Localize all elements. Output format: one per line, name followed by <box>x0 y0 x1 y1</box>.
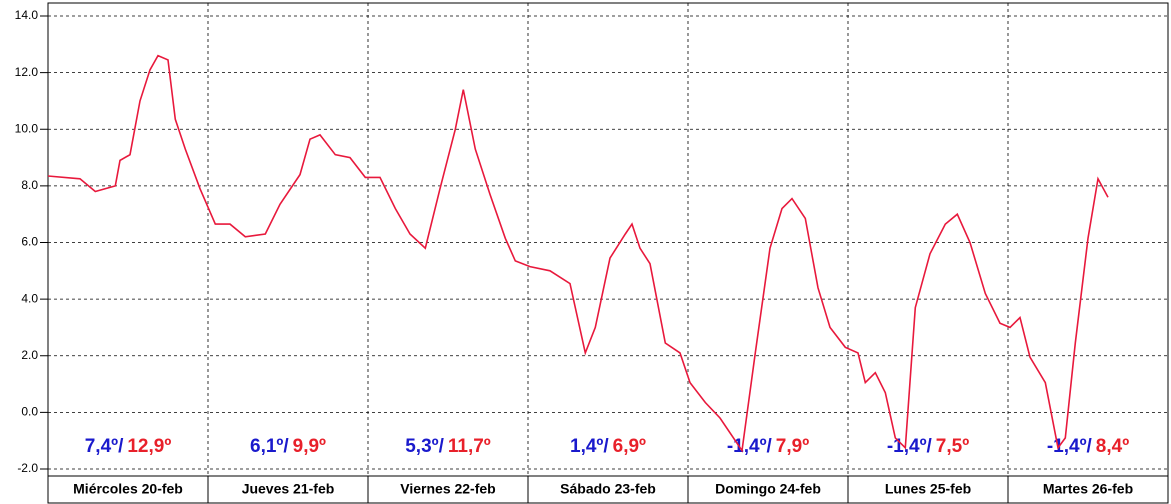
y-tick-label: 8.0 <box>21 178 38 192</box>
y-tick-label: 6.0 <box>21 235 38 249</box>
plot-frame <box>47 2 1169 504</box>
max-label: 12,9º <box>127 436 171 457</box>
y-tick-label: 10.0 <box>15 121 39 135</box>
y-tick-label: 4.0 <box>21 291 38 305</box>
min-label: -1,4º/ <box>1047 436 1093 457</box>
max-label: 11,7º <box>448 436 491 457</box>
min-label: 5,3º/ <box>405 436 444 457</box>
y-tick-label: -2.0 <box>17 461 38 475</box>
min-max-label: -1,4º/8,4º <box>1047 436 1129 457</box>
y-tick-label: 14.0 <box>15 8 39 22</box>
day-label: Miércoles 20-feb <box>73 481 183 497</box>
day-label: Sábado 23-feb <box>560 481 656 497</box>
max-label: 9,9º <box>293 436 326 457</box>
day-label: Lunes 25-feb <box>885 481 971 497</box>
min-label: -1,4º/ <box>727 436 773 457</box>
y-tick-label: 12.0 <box>15 65 39 79</box>
min-max-label: -1,4º/7,5º <box>887 436 969 457</box>
max-label: 6,9º <box>613 436 646 457</box>
y-tick-label: 2.0 <box>21 348 38 362</box>
min-label: -1,4º/ <box>887 436 933 457</box>
min-label: 6,1º/ <box>250 436 289 457</box>
max-label: 7,5º <box>936 436 969 457</box>
min-max-label: -1,4º/7,9º <box>727 436 809 457</box>
min-max-label: 7,4º/12,9º <box>85 436 172 457</box>
min-label: 1,4º/ <box>570 436 609 457</box>
day-label: Jueves 21-feb <box>242 481 335 497</box>
min-max-label: 5,3º/11,7º <box>405 436 491 457</box>
max-label: 8,4º <box>1096 436 1129 457</box>
min-max-label: 1,4º/6,9º <box>570 436 646 457</box>
day-label: Martes 26-feb <box>1043 481 1133 497</box>
min-max-label: 6,1º/9,9º <box>250 436 326 457</box>
max-label: 7,9º <box>776 436 809 457</box>
y-tick-label: 0.0 <box>21 405 38 419</box>
day-label: Viernes 22-feb <box>400 481 495 497</box>
temperature-line <box>47 54 1109 453</box>
min-label: 7,4º/ <box>85 436 124 457</box>
day-label: Domingo 24-feb <box>715 481 821 497</box>
